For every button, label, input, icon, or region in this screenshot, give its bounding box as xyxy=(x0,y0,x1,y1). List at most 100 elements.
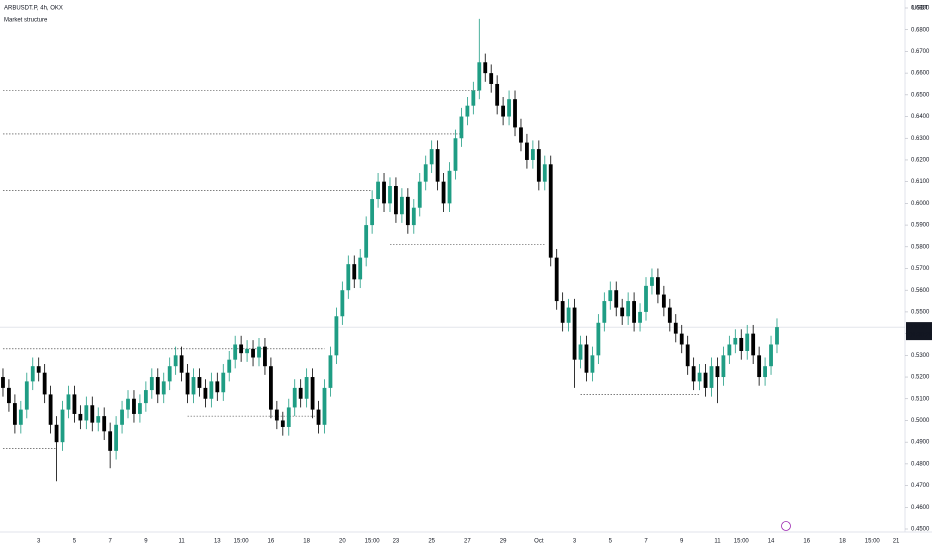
candle-body xyxy=(602,301,607,323)
candle-body xyxy=(352,264,357,280)
candle-body xyxy=(525,142,529,160)
candle-body xyxy=(584,344,589,373)
x-tick-label: 9 xyxy=(144,539,148,545)
candle-body xyxy=(239,344,244,354)
candle-body xyxy=(423,164,428,182)
candle-body xyxy=(596,322,601,356)
x-tick-label: 13 xyxy=(214,539,221,545)
candle-body xyxy=(751,333,756,356)
candle-body xyxy=(703,372,708,388)
x-tick-label: 25 xyxy=(428,539,435,545)
candle-body xyxy=(340,290,345,317)
candle-body xyxy=(667,307,672,323)
candle-body xyxy=(257,346,261,358)
x-tick-label: 3 xyxy=(573,539,577,545)
y-tick-label: 0.6400 xyxy=(911,114,930,120)
candle-body xyxy=(733,337,738,345)
candle-body xyxy=(185,372,190,395)
y-tick-label: 0.5000 xyxy=(911,418,930,424)
candle-body xyxy=(394,186,398,215)
candle-body xyxy=(536,149,541,182)
candle-body xyxy=(251,348,255,358)
candle-body xyxy=(102,416,107,432)
y-tick-label: 0.6600 xyxy=(911,71,930,77)
candle-body xyxy=(727,344,732,356)
candle-body xyxy=(280,420,285,427)
candle-body xyxy=(310,377,315,410)
candle-body xyxy=(417,181,422,208)
candle-body xyxy=(578,344,583,360)
y-tick-label: 0.4700 xyxy=(911,483,930,489)
candle-body xyxy=(42,372,47,395)
y-tick-label: 0.6500 xyxy=(911,92,930,98)
candle-body xyxy=(673,322,678,334)
candle-body xyxy=(650,277,654,286)
candle-body xyxy=(24,381,29,410)
x-tick-label: 16 xyxy=(803,539,810,545)
candle-body xyxy=(554,257,559,302)
x-tick-label: 11 xyxy=(714,539,721,545)
candle-body xyxy=(501,105,506,117)
y-tick-label: 0.5800 xyxy=(911,244,930,250)
candle-body xyxy=(471,90,476,106)
candle-body xyxy=(12,403,17,425)
y-tick-label: 0.5600 xyxy=(911,288,930,294)
y-tick-label: 0.6300 xyxy=(911,136,930,142)
candle-body xyxy=(108,431,113,451)
x-tick-label: 11 xyxy=(178,539,185,545)
candle-body xyxy=(632,301,637,323)
x-tick-label: 20 xyxy=(339,539,346,545)
y-tick-label: 0.5900 xyxy=(911,223,930,229)
candle-body xyxy=(173,355,178,367)
x-tick-label: 3 xyxy=(37,539,41,545)
y-tick-label: 0.5500 xyxy=(911,309,930,315)
candle-body xyxy=(72,394,77,414)
candle-body xyxy=(322,387,327,425)
event-icon[interactable] xyxy=(781,521,791,531)
candle-body xyxy=(263,346,267,367)
y-tick-label: 0.5700 xyxy=(911,266,930,272)
candle-body xyxy=(90,405,95,423)
candle-body xyxy=(715,366,720,378)
candle-body xyxy=(197,377,202,388)
candle-body xyxy=(203,387,208,399)
candle-body xyxy=(757,355,762,378)
candle-body xyxy=(435,149,440,182)
candle-body xyxy=(745,333,750,351)
candle-body xyxy=(48,394,53,425)
symbol-title: ARBUSDT.P, 4h, OKX xyxy=(4,6,63,12)
y-tick-label: 0.6700 xyxy=(911,49,930,55)
candle-body xyxy=(96,416,101,423)
candle-body xyxy=(155,377,160,395)
x-tick-label: 15:00 xyxy=(865,539,881,545)
y-tick-label: 0.6100 xyxy=(911,179,930,185)
candle-body xyxy=(447,170,452,204)
candle-body xyxy=(405,196,410,226)
candle-body xyxy=(513,99,517,128)
candle-body xyxy=(769,344,773,367)
candle-body xyxy=(215,381,220,393)
candle-body xyxy=(775,327,779,345)
candle-body xyxy=(620,307,625,317)
x-tick-label: 16 xyxy=(268,539,275,545)
candle-body xyxy=(191,377,196,395)
candle-body xyxy=(1,377,5,388)
y-tick-label: 0.4600 xyxy=(911,505,930,511)
plot-area: 0.4500 0.4600 0.4700 0.4800 0.4900 0.5000 0.51… xyxy=(0,6,932,545)
countdown-label: 01:30:29 xyxy=(909,333,932,339)
candle-body xyxy=(274,409,279,421)
candle-body xyxy=(709,366,714,388)
x-tick-label: 7 xyxy=(108,539,112,545)
candle-body xyxy=(721,355,726,378)
candle-body xyxy=(167,366,172,382)
x-tick-label: 9 xyxy=(680,539,684,545)
x-tick-label: 18 xyxy=(303,539,310,545)
last-price-box xyxy=(906,322,932,341)
y-tick-label: 0.6200 xyxy=(911,158,930,164)
candle-body xyxy=(179,355,184,373)
candle-body xyxy=(316,409,321,425)
x-tick-label: 7 xyxy=(644,539,648,545)
candle-body xyxy=(66,394,71,410)
candle-body xyxy=(656,277,660,295)
